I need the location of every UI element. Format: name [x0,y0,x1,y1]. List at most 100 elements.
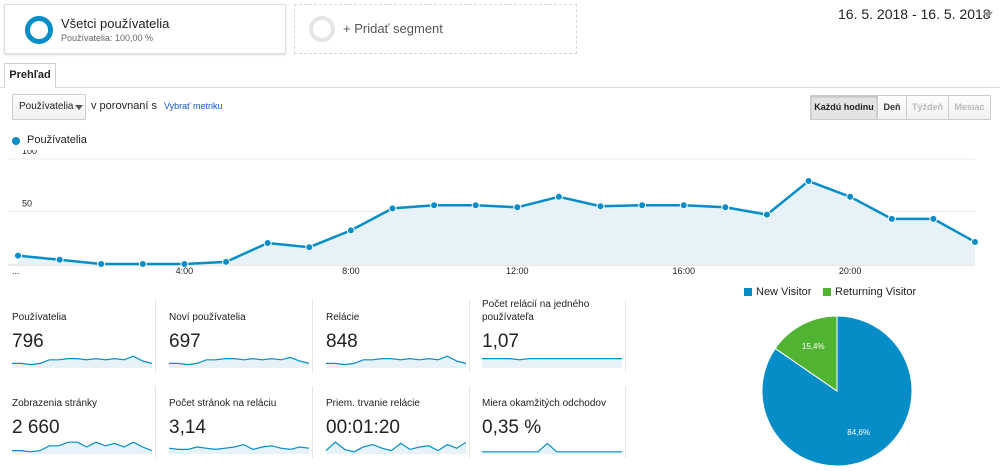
card-divider [625,386,626,458]
granularity-week-button[interactable]: Týždeň [906,95,949,120]
tab-overview[interactable]: Prehľad [4,63,56,88]
data-point[interactable] [14,251,22,260]
users-area-fill [18,181,975,265]
legend-label-returning-visitor[interactable]: Returning Visitor [835,286,917,298]
card-divider [312,300,313,372]
card-divider [625,300,626,372]
sparkline [482,358,622,368]
sparkline [12,441,152,454]
data-point[interactable] [180,260,189,268]
users-series-line [17,179,976,266]
data-point[interactable] [138,260,147,268]
metric-label: Miera okamžitých odchodov [482,398,606,409]
metric-card[interactable]: Relácie 848 [326,300,476,372]
metric-label: Zobrazenia stránky [12,398,98,409]
y-tick-label: 50 [22,199,32,209]
data-point[interactable] [263,239,272,247]
pie-slice-label: 15,4% [802,342,825,351]
metric-select-value: Používatelia [19,101,74,112]
data-point[interactable] [929,214,938,223]
data-point[interactable] [430,201,439,210]
data-point[interactable] [596,202,605,211]
x-tick-label: 16:00 [672,266,695,276]
granularity-day-button[interactable]: Deň [877,95,907,120]
data-point[interactable] [222,257,231,266]
legend-swatch-returning-visitor [823,288,831,296]
x-tick-label: 12:00 [506,266,529,276]
data-point[interactable] [679,201,688,210]
card-divider [469,386,470,458]
card-divider [469,300,470,372]
data-point[interactable] [346,226,355,235]
legend-label-users: Používatelia [27,134,87,146]
sparkline-fill [482,443,622,454]
metric-card[interactable]: Noví používatelia 697 [169,300,319,372]
metric-card[interactable]: Počet relácií na jedného používateľa 1,07 [482,299,632,372]
date-range-picker[interactable]: 16. 5. 2018 - 16. 5. 2018 [838,6,991,22]
data-point[interactable] [97,260,106,268]
data-point[interactable] [762,210,771,219]
sparkline-fill [326,356,466,368]
sparkline-fill [169,357,309,368]
sparkline-line [326,355,466,366]
x-tick-label: 4:00 [176,266,194,276]
tab-bar-divider [0,87,1000,88]
metric-value: 1,07 [482,331,519,352]
chevron-down-icon[interactable] [983,12,993,18]
add-segment-button[interactable]: + Pridať segment [294,4,577,54]
metric-label: Noví používatelia [169,312,246,323]
sparkline [482,442,622,454]
card-divider [312,386,313,458]
chevron-down-icon [75,105,83,110]
metric-card[interactable]: Miera okamžitých odchodov 0,35 % [482,386,632,458]
sparkline [169,443,309,454]
data-point[interactable] [388,204,397,213]
metric-select[interactable]: Používatelia [12,94,86,120]
pie-slice[interactable] [774,315,838,392]
metric-value: 3,14 [169,417,206,438]
x-tick-label: ... [12,266,20,276]
metric-card[interactable]: Používatelia 796 [12,300,162,372]
add-segment-ring-icon [309,16,335,42]
sparkline-line [326,441,466,453]
granularity-hourly-button[interactable]: Každú hodinu [810,95,878,120]
legend-label-new-visitor[interactable]: New Visitor [756,286,812,298]
sparkline [169,356,309,368]
data-point[interactable] [721,203,730,212]
segment-card-all-users[interactable]: Všetci používatelia Používatelia: 100,00… [4,4,286,54]
data-point[interactable] [846,192,855,201]
segment-subtitle: Používatelia: 100,00 % [61,33,154,43]
data-point[interactable] [305,243,314,252]
data-point[interactable] [638,201,647,210]
sparkline-line [12,441,152,453]
metric-value: 0,35 % [482,417,542,438]
sparkline-fill [12,442,152,454]
metric-card[interactable]: Počet stránok na reláciu 3,14 [169,386,319,458]
add-segment-label: + Pridať segment [343,21,443,36]
metric-label: Priem. trvanie relácie [326,398,420,409]
metric-value: 2 660 [12,417,60,438]
granularity-month-button[interactable]: Mesiac [948,95,991,120]
metric-label: Počet stránok na reláciu [169,398,277,409]
y-tick-label: 100 [22,150,37,156]
sparkline-fill [482,358,622,368]
choose-metric-link[interactable]: Vybrať metriku [164,101,223,111]
pie-slice-label: 84,6% [847,428,870,437]
data-point[interactable] [887,214,896,223]
data-point[interactable] [513,203,522,212]
data-point[interactable] [971,237,979,246]
segment-title: Všetci používatelia [61,16,170,31]
segment-ring-icon [25,16,53,44]
data-point[interactable] [471,201,480,210]
metric-card[interactable]: Priem. trvanie relácie 00:01:20 [326,386,476,458]
data-point[interactable] [804,177,813,186]
data-point[interactable] [554,192,563,201]
metric-value: 697 [169,331,201,352]
card-divider [155,386,156,458]
sparkline-line [482,358,622,361]
metric-label: Relácie [326,312,360,323]
legend-swatch-new-visitor [744,288,752,296]
data-point[interactable] [55,255,64,264]
metric-label: Používatelia [12,312,67,323]
metric-card[interactable]: Zobrazenia stránky 2 660 [12,386,162,458]
